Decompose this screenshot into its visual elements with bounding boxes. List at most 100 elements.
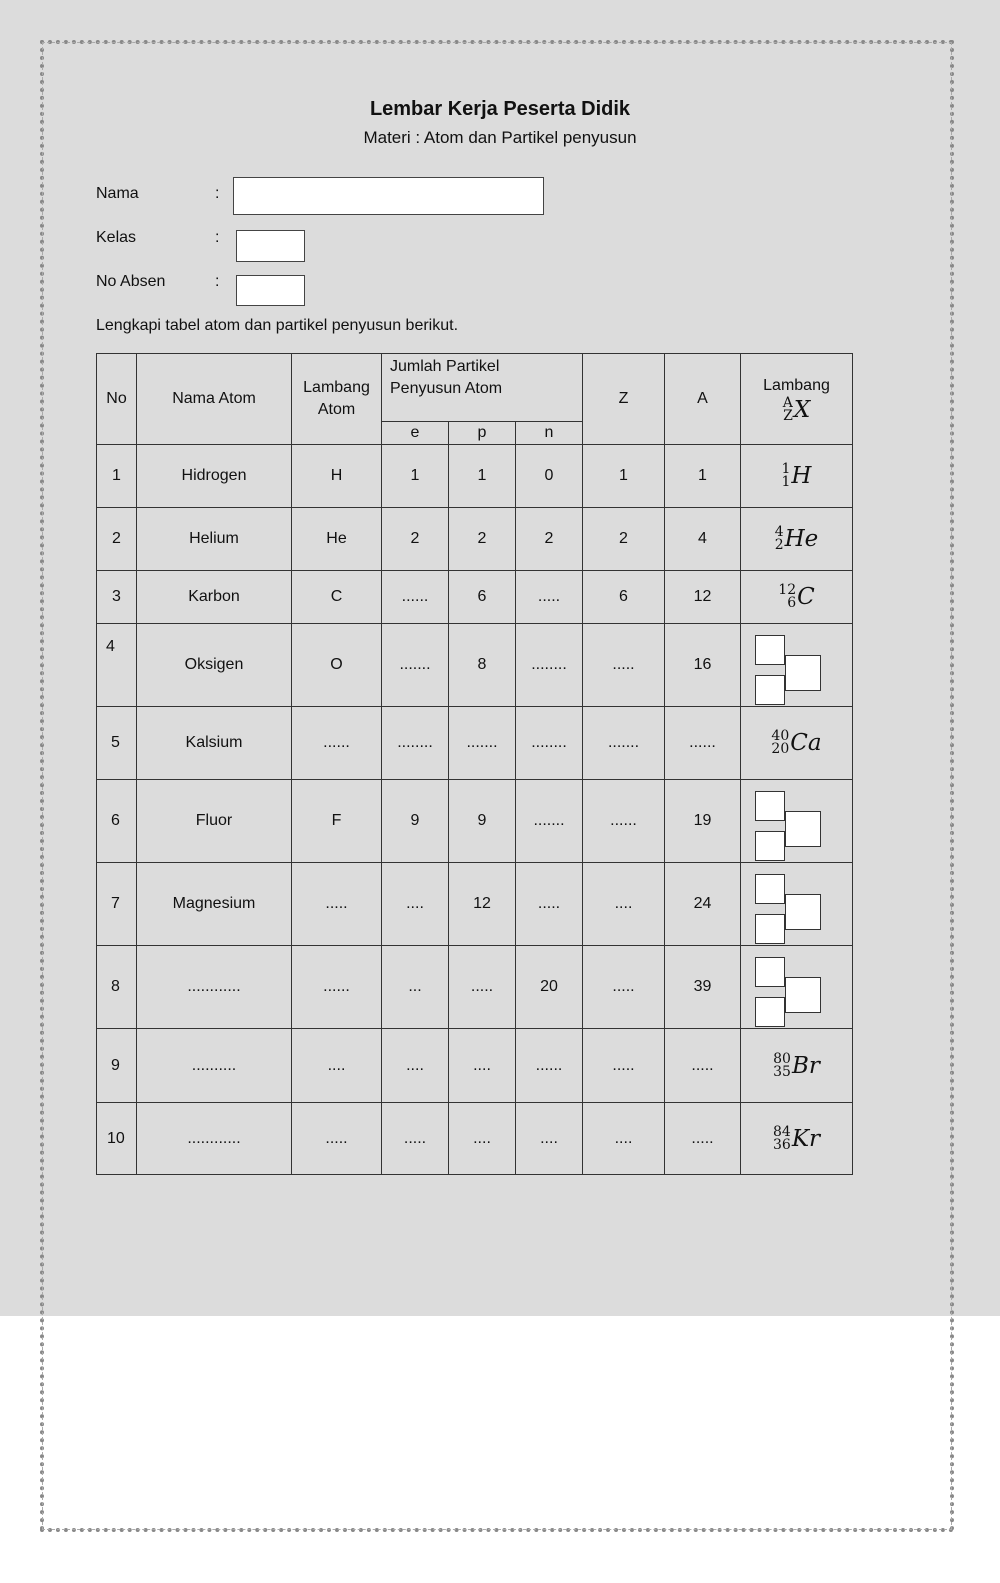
cell-no: 1 (96, 444, 137, 508)
atomic-number: 35 (773, 1063, 791, 1080)
cell-z-text: 1 (619, 467, 628, 484)
cell-e: ........ (381, 706, 449, 780)
cell-a-text: ...... (689, 734, 716, 751)
header-lambang-atom: Lambang Atom (291, 353, 382, 445)
cell-p: 12 (448, 862, 516, 946)
cell-e: ...... (381, 570, 449, 624)
cell-no: 5 (96, 706, 137, 780)
element-symbol-box[interactable] (785, 976, 821, 1013)
cell-a-text: ..... (691, 1056, 714, 1074)
cell-lambang: F (291, 779, 382, 863)
cell-p-text: 6 (477, 588, 487, 605)
cell-nama-text: Karbon (188, 588, 240, 605)
cell-e-text: ..... (403, 1129, 427, 1147)
cell-nama-text: Helium (189, 530, 239, 547)
cell-a: 24 (664, 862, 741, 946)
cell-a: ...... (664, 706, 741, 780)
cell-p: ....... (448, 706, 516, 780)
cell-n-text: 20 (540, 978, 558, 995)
mass-number-box[interactable] (755, 634, 785, 665)
header-e-text: e (410, 424, 420, 441)
cell-no-text: 7 (111, 895, 120, 912)
cell-p-text: 2 (477, 530, 487, 547)
mass-number-box[interactable] (755, 873, 785, 904)
mass-number: 80 (773, 1050, 791, 1067)
atomic-number: 1 (781, 474, 791, 490)
cell-z-text: .... (614, 1129, 633, 1147)
decorative-border (40, 40, 954, 1532)
atomic-number-box[interactable] (755, 913, 785, 944)
cell-nama: Fluor (136, 779, 292, 863)
cell-lambang-text: ..... (325, 1129, 348, 1147)
nuclide-symbol: 80 35 Br (773, 1050, 820, 1080)
cell-symbol: 40 20 Ca (740, 706, 853, 780)
cell-p: 9 (448, 779, 516, 863)
element-symbol-box[interactable] (785, 654, 821, 691)
cell-lambang: O (291, 623, 382, 707)
class-label: Kelas (96, 229, 137, 246)
cell-e: .... (381, 1028, 449, 1103)
atomic-number-box[interactable] (755, 830, 785, 861)
class-field[interactable] (236, 230, 305, 262)
cell-n: 20 (515, 945, 583, 1029)
cell-no: 3 (96, 570, 137, 624)
cell-e-text: 9 (410, 812, 420, 829)
cell-e-text: ... (408, 978, 422, 995)
cell-z-text: 2 (619, 530, 628, 547)
cell-lambang: C (291, 570, 382, 624)
mass-number: 40 (771, 728, 790, 744)
absen-field[interactable] (236, 275, 305, 306)
atomic-number-box[interactable] (755, 674, 785, 705)
atomic-number-box[interactable] (755, 996, 785, 1027)
atomic-number: 36 (772, 1136, 791, 1153)
cell-no-text: 8 (111, 978, 120, 995)
cell-symbol: 84 36 Kr (740, 1102, 853, 1175)
nuclide-symbol: 4 2 He (775, 525, 819, 552)
cell-p-text: ..... (470, 978, 494, 995)
cell-n-text: ........ (531, 734, 567, 751)
cell-lambang: He (291, 507, 382, 571)
cell-e-text: .... (406, 1056, 424, 1074)
cell-e-text: 2 (410, 530, 420, 547)
cell-p-text: ....... (466, 734, 498, 751)
cell-nama-text: Magnesium (172, 895, 256, 912)
cell-a-text: 4 (698, 530, 707, 547)
cell-a-text: 19 (693, 812, 712, 829)
cell-nama: .......... (136, 1028, 292, 1103)
cell-no: 9 (96, 1028, 137, 1103)
cell-a-text: 39 (693, 978, 712, 995)
cell-p-text: 1 (477, 467, 487, 484)
cell-z-text: ....... (607, 734, 640, 751)
cell-a-text: 24 (693, 895, 712, 912)
mass-number-box[interactable] (755, 790, 785, 821)
cell-no-text: 3 (112, 588, 121, 605)
symbol-input-boxes (740, 779, 853, 863)
header-jumlah-partikel-text: Jumlah Partikel Penyusun Atom (390, 358, 503, 397)
cell-lambang-text: ...... (323, 734, 350, 751)
cell-lambang-text: .... (327, 1056, 346, 1074)
cell-symbol: 4 2 He (740, 507, 853, 571)
cell-p-text: 9 (477, 812, 487, 829)
cell-p: 2 (448, 507, 516, 571)
element-symbol-box[interactable] (785, 810, 821, 847)
absen-label: No Absen (96, 273, 166, 290)
header-n-text: n (544, 424, 554, 441)
name-field[interactable] (233, 177, 544, 215)
cell-n: ..... (515, 570, 583, 624)
cell-n-text: ..... (537, 588, 561, 605)
cell-no-text: 4 (106, 638, 115, 655)
cell-lambang-text: C (330, 588, 343, 605)
cell-nama: Hidrogen (136, 444, 292, 508)
page-subtitle: Materi : Atom dan Partikel penyusun (363, 128, 637, 147)
element-symbol: C (797, 584, 815, 610)
cell-n-text: 2 (544, 530, 554, 547)
mass-number-box[interactable] (755, 956, 785, 987)
cell-lambang-text: H (330, 467, 343, 484)
element-symbol-box[interactable] (785, 893, 821, 930)
cell-a: 4 (664, 507, 741, 571)
cell-a-text: 12 (693, 588, 712, 605)
cell-a: 16 (664, 623, 741, 707)
cell-no: 10 (96, 1102, 137, 1175)
cell-nama: Magnesium (136, 862, 292, 946)
